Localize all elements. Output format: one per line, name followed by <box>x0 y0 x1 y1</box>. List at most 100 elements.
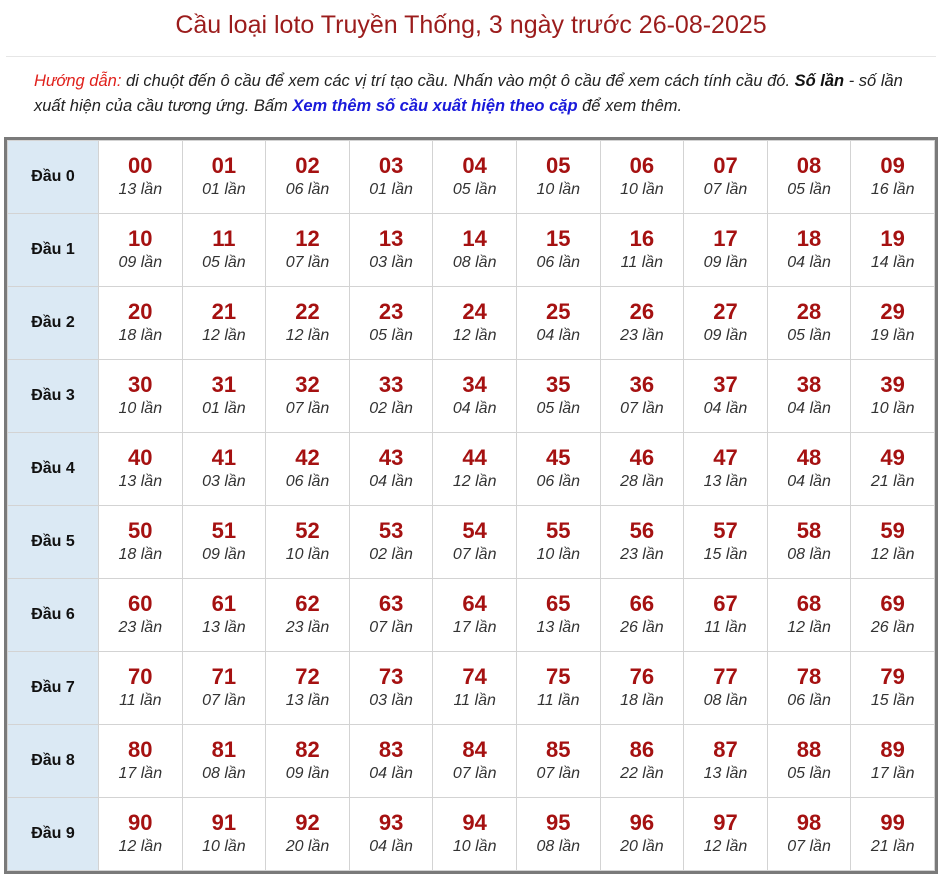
cau-cell[interactable]: 05 10 lần <box>515 140 601 214</box>
cau-cell[interactable]: 78 06 lần <box>766 651 852 725</box>
cau-cell[interactable]: 10 09 lần <box>98 213 183 287</box>
cau-cell[interactable]: 17 09 lần <box>683 213 768 287</box>
cau-cell[interactable]: 29 19 lần <box>850 286 935 360</box>
cau-cell[interactable]: 43 04 lần <box>348 432 434 506</box>
cau-cell[interactable]: 99 21 lần <box>850 797 935 871</box>
cau-cell[interactable]: 52 10 lần <box>265 505 350 579</box>
cau-cell[interactable]: 16 11 lần <box>599 213 685 287</box>
cau-cell[interactable]: 83 04 lần <box>348 724 434 798</box>
cau-cell[interactable]: 75 11 lần <box>515 651 601 725</box>
cau-cell[interactable]: 85 07 lần <box>515 724 601 798</box>
cau-cell[interactable]: 04 05 lần <box>432 140 517 214</box>
cau-cell[interactable]: 14 08 lần <box>432 213 517 287</box>
cau-cell[interactable]: 63 07 lần <box>348 578 434 652</box>
cau-cell[interactable]: 61 13 lần <box>181 578 267 652</box>
cau-cell[interactable]: 53 02 lần <box>348 505 434 579</box>
cau-cell[interactable]: 40 13 lần <box>98 432 183 506</box>
cau-cell[interactable]: 92 20 lần <box>265 797 350 871</box>
cau-cell[interactable]: 22 12 lần <box>265 286 350 360</box>
cau-cell[interactable]: 94 10 lần <box>432 797 517 871</box>
cau-cell[interactable]: 45 06 lần <box>515 432 601 506</box>
cau-cell[interactable]: 98 07 lần <box>766 797 852 871</box>
cau-cell[interactable]: 59 12 lần <box>850 505 935 579</box>
cau-cell[interactable]: 02 06 lần <box>265 140 350 214</box>
cau-cell[interactable]: 87 13 lần <box>683 724 768 798</box>
cau-cell[interactable]: 07 07 lần <box>683 140 768 214</box>
cau-cell[interactable]: 54 07 lần <box>432 505 517 579</box>
cau-cell[interactable]: 12 07 lần <box>265 213 350 287</box>
cau-cell[interactable]: 20 18 lần <box>98 286 183 360</box>
cau-cell[interactable]: 71 07 lần <box>181 651 267 725</box>
cau-cell[interactable]: 06 10 lần <box>599 140 685 214</box>
cau-cell[interactable]: 13 03 lần <box>348 213 434 287</box>
cau-cell[interactable]: 01 01 lần <box>181 140 267 214</box>
cau-cell[interactable]: 72 13 lần <box>265 651 350 725</box>
cau-cell[interactable]: 00 13 lần <box>98 140 183 214</box>
cau-cell[interactable]: 18 04 lần <box>766 213 852 287</box>
cau-cell[interactable]: 39 10 lần <box>850 359 935 433</box>
cau-cell[interactable]: 84 07 lần <box>432 724 517 798</box>
cau-cell[interactable]: 86 22 lần <box>599 724 685 798</box>
cau-cell[interactable]: 23 05 lần <box>348 286 434 360</box>
cau-cell[interactable]: 95 08 lần <box>515 797 601 871</box>
cau-cell[interactable]: 36 07 lần <box>599 359 685 433</box>
cau-cell[interactable]: 96 20 lần <box>599 797 685 871</box>
cau-cell[interactable]: 31 01 lần <box>181 359 267 433</box>
cau-cell[interactable]: 60 23 lần <box>98 578 183 652</box>
cau-cell[interactable]: 42 06 lần <box>265 432 350 506</box>
cau-cell[interactable]: 08 05 lần <box>766 140 852 214</box>
cau-cell[interactable]: 90 12 lần <box>98 797 183 871</box>
cau-cell[interactable]: 24 12 lần <box>432 286 517 360</box>
cau-cell[interactable]: 19 14 lần <box>850 213 935 287</box>
cau-cell[interactable]: 48 04 lần <box>766 432 852 506</box>
cau-cell[interactable]: 74 11 lần <box>432 651 517 725</box>
cau-cell[interactable]: 88 05 lần <box>766 724 852 798</box>
cau-cell[interactable]: 89 17 lần <box>850 724 935 798</box>
see-more-pairs-link[interactable]: Xem thêm số cầu xuất hiện theo cặp <box>292 97 578 115</box>
cau-cell[interactable]: 55 10 lần <box>515 505 601 579</box>
cau-cell[interactable]: 58 08 lần <box>766 505 852 579</box>
cau-cell[interactable]: 37 04 lần <box>683 359 768 433</box>
cau-cell[interactable]: 67 11 lần <box>683 578 768 652</box>
cau-cell[interactable]: 34 04 lần <box>432 359 517 433</box>
cau-cell[interactable]: 03 01 lần <box>348 140 434 214</box>
cau-cell[interactable]: 82 09 lần <box>265 724 350 798</box>
cau-cell[interactable]: 28 05 lần <box>766 286 852 360</box>
cau-cell[interactable]: 30 10 lần <box>98 359 183 433</box>
cau-cell[interactable]: 66 26 lần <box>599 578 685 652</box>
cau-cell[interactable]: 27 09 lần <box>683 286 768 360</box>
cau-cell[interactable]: 97 12 lần <box>683 797 768 871</box>
cau-cell[interactable]: 09 16 lần <box>850 140 935 214</box>
cau-cell[interactable]: 68 12 lần <box>766 578 852 652</box>
cau-cell[interactable]: 26 23 lần <box>599 286 685 360</box>
cau-cell[interactable]: 47 13 lần <box>683 432 768 506</box>
cau-cell[interactable]: 50 18 lần <box>98 505 183 579</box>
cau-cell[interactable]: 51 09 lần <box>181 505 267 579</box>
cau-cell[interactable]: 35 05 lần <box>515 359 601 433</box>
cau-cell[interactable]: 80 17 lần <box>98 724 183 798</box>
cau-cell[interactable]: 57 15 lần <box>683 505 768 579</box>
cau-cell[interactable]: 32 07 lần <box>265 359 350 433</box>
cau-cell[interactable]: 44 12 lần <box>432 432 517 506</box>
cau-cell[interactable]: 93 04 lần <box>348 797 434 871</box>
cau-cell[interactable]: 62 23 lần <box>265 578 350 652</box>
cau-cell[interactable]: 70 11 lần <box>98 651 183 725</box>
cau-cell[interactable]: 38 04 lần <box>766 359 852 433</box>
cau-cell[interactable]: 69 26 lần <box>850 578 935 652</box>
cau-cell[interactable]: 76 18 lần <box>599 651 685 725</box>
cau-cell[interactable]: 64 17 lần <box>432 578 517 652</box>
cau-cell[interactable]: 46 28 lần <box>599 432 685 506</box>
cau-cell[interactable]: 21 12 lần <box>181 286 267 360</box>
cau-cell[interactable]: 65 13 lần <box>515 578 601 652</box>
cau-cell[interactable]: 11 05 lần <box>181 213 267 287</box>
cau-cell[interactable]: 41 03 lần <box>181 432 267 506</box>
cau-cell[interactable]: 79 15 lần <box>850 651 935 725</box>
cau-cell[interactable]: 81 08 lần <box>181 724 267 798</box>
cau-cell[interactable]: 91 10 lần <box>181 797 267 871</box>
cau-cell[interactable]: 15 06 lần <box>515 213 601 287</box>
cau-cell[interactable]: 77 08 lần <box>683 651 768 725</box>
cau-cell[interactable]: 49 21 lần <box>850 432 935 506</box>
cau-cell[interactable]: 25 04 lần <box>515 286 601 360</box>
cau-cell[interactable]: 56 23 lần <box>599 505 685 579</box>
cau-cell[interactable]: 73 03 lần <box>348 651 434 725</box>
